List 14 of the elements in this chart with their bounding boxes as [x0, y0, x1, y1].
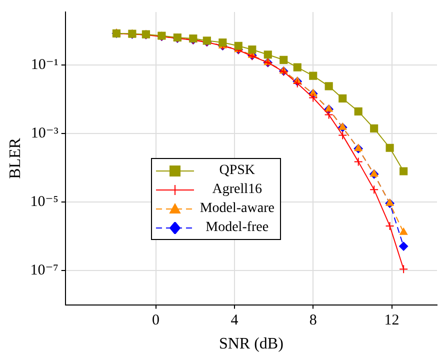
y-tick-label: 10⁻⁵: [30, 194, 58, 210]
x-axis-title: SNR (dB): [218, 336, 284, 353]
y-axis-title: BLER: [6, 138, 24, 179]
x-tick-label: 12: [384, 312, 400, 329]
x-tick-label: 0: [152, 312, 160, 329]
x-tick-label: 8: [309, 312, 317, 329]
legend-label: Model-free: [204, 219, 270, 238]
legend-label: QPSK: [218, 162, 256, 180]
x-tick-label: 4: [230, 312, 239, 329]
y-tick-label: 10⁻¹: [30, 56, 58, 73]
y-tick-label: 10⁻⁷: [30, 262, 58, 278]
legend-label: Model-aware: [198, 200, 274, 218]
y-tick-label: 10⁻³: [30, 125, 59, 142]
legend-label: Agrell16: [211, 181, 264, 200]
